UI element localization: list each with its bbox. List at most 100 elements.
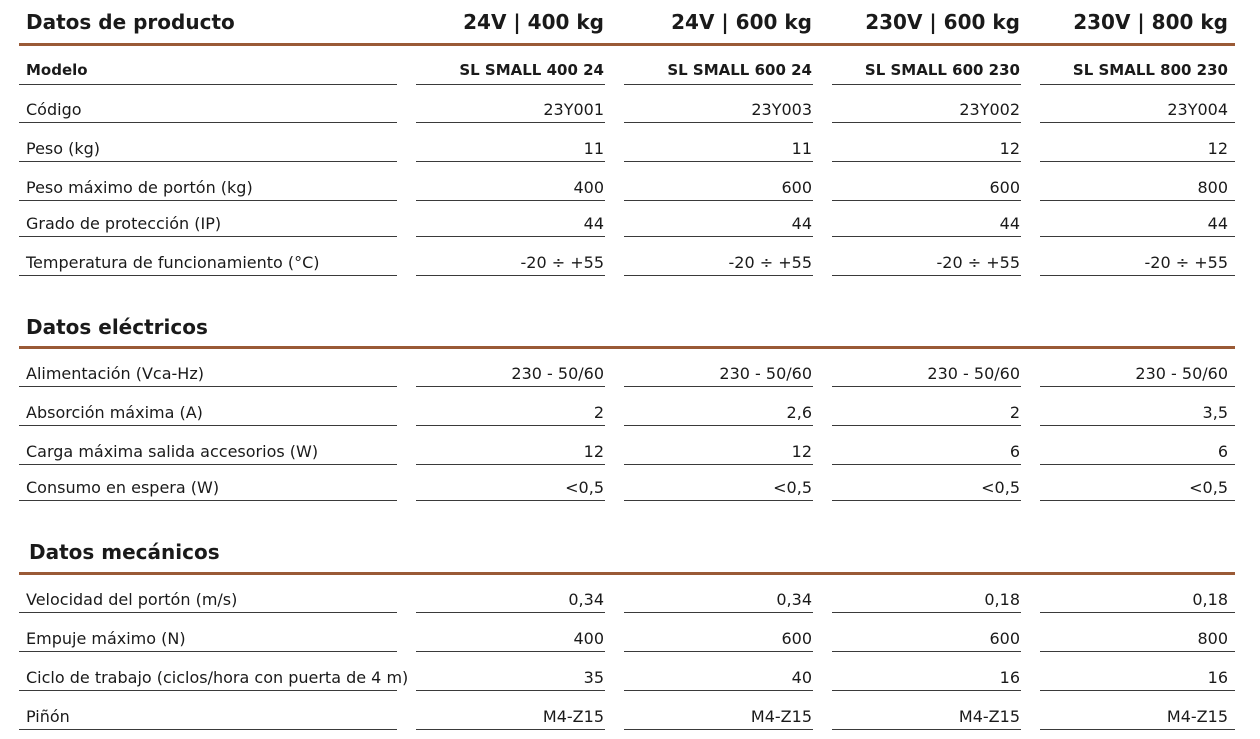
row-underline <box>624 464 813 465</box>
row-underline <box>624 84 813 85</box>
row-underline <box>416 236 605 237</box>
cell: 12 <box>791 442 812 461</box>
cell: 35 <box>583 668 604 687</box>
row-label: Velocidad del portón (m/s) <box>26 590 238 609</box>
cell: 600 <box>989 629 1020 648</box>
row-underline <box>624 500 813 501</box>
row-underline <box>19 464 397 465</box>
cell: 6 <box>1217 442 1228 461</box>
cell: SL SMALL 600 24 <box>667 61 812 79</box>
row-underline <box>624 386 813 387</box>
cell: 44 <box>583 214 604 233</box>
cell: <0,5 <box>773 478 812 497</box>
cell: 12 <box>999 139 1020 158</box>
cell: 23Y004 <box>1167 100 1228 119</box>
row-underline <box>416 200 605 201</box>
row-underline <box>416 386 605 387</box>
section-title-mechanical: Datos mecánicos <box>29 540 220 564</box>
cell: -20 ÷ +55 <box>1144 253 1228 272</box>
cell: 12 <box>1207 139 1228 158</box>
cell: 23Y002 <box>959 100 1020 119</box>
row-underline <box>832 122 1021 123</box>
cell: 400 <box>573 178 604 197</box>
row-underline <box>624 236 813 237</box>
cell: 2 <box>593 403 604 422</box>
row-underline <box>1040 386 1235 387</box>
cell: 23Y003 <box>751 100 812 119</box>
cell: 400 <box>573 629 604 648</box>
section-title-electrical: Datos eléctricos <box>26 315 208 339</box>
row-underline <box>1040 275 1235 276</box>
row-underline <box>416 729 605 730</box>
column-header-1: 24V | 400 kg <box>463 10 604 34</box>
row-underline <box>832 386 1021 387</box>
row-underline <box>1040 464 1235 465</box>
row-underline <box>832 500 1021 501</box>
row-underline <box>1040 236 1235 237</box>
row-underline <box>624 651 813 652</box>
row-underline <box>416 161 605 162</box>
row-label: Código <box>26 100 82 119</box>
row-underline <box>1040 729 1235 730</box>
row-label: Alimentación (Vca-Hz) <box>26 364 204 383</box>
row-underline <box>832 690 1021 691</box>
row-label: Consumo en espera (W) <box>26 478 220 497</box>
row-underline <box>1040 612 1235 613</box>
row-underline <box>19 651 397 652</box>
row-label: Empuje máximo (N) <box>26 629 186 648</box>
row-label-model: Modelo <box>26 61 88 79</box>
row-underline <box>19 122 397 123</box>
row-underline <box>832 729 1021 730</box>
row-underline <box>1040 690 1235 691</box>
row-underline <box>624 690 813 691</box>
row-underline <box>1040 500 1235 501</box>
row-underline <box>1040 122 1235 123</box>
cell: 0,34 <box>568 590 604 609</box>
cell: 230 - 50/60 <box>719 364 812 383</box>
row-underline <box>1040 84 1235 85</box>
column-header-3: 230V | 600 kg <box>865 10 1020 34</box>
column-header-4: 230V | 800 kg <box>1073 10 1228 34</box>
row-underline <box>416 275 605 276</box>
row-underline <box>624 612 813 613</box>
cell: 3,5 <box>1202 403 1228 422</box>
row-underline <box>624 275 813 276</box>
cell: 600 <box>781 629 812 648</box>
cell: -20 ÷ +55 <box>728 253 812 272</box>
row-underline <box>1040 161 1235 162</box>
row-underline <box>832 84 1021 85</box>
section-divider <box>19 43 1235 46</box>
row-label: Piñón <box>26 707 70 726</box>
cell: SL SMALL 600 230 <box>864 61 1020 79</box>
cell: 11 <box>583 139 604 158</box>
section-divider <box>19 346 1235 349</box>
row-underline <box>19 729 397 730</box>
row-label: Carga máxima salida accesorios (W) <box>26 442 319 461</box>
row-underline <box>416 690 605 691</box>
cell: SL SMALL 400 24 <box>459 61 604 79</box>
row-underline <box>19 236 397 237</box>
row-label: Ciclo de trabajo (ciclos/hora con puerta… <box>26 668 409 687</box>
row-underline <box>19 84 397 85</box>
row-underline <box>832 200 1021 201</box>
row-underline <box>416 612 605 613</box>
row-underline <box>19 612 397 613</box>
row-underline <box>19 161 397 162</box>
row-underline <box>624 729 813 730</box>
row-underline <box>416 651 605 652</box>
row-underline <box>832 161 1021 162</box>
row-underline <box>832 464 1021 465</box>
cell: 40 <box>791 668 812 687</box>
cell: M4-Z15 <box>958 707 1020 726</box>
row-underline <box>624 122 813 123</box>
cell: 2 <box>1009 403 1020 422</box>
cell: M4-Z15 <box>1166 707 1228 726</box>
cell: 16 <box>1207 668 1228 687</box>
cell: 6 <box>1009 442 1020 461</box>
cell: 600 <box>989 178 1020 197</box>
row-underline <box>832 275 1021 276</box>
row-underline <box>416 425 605 426</box>
row-underline <box>416 122 605 123</box>
cell: 11 <box>791 139 812 158</box>
row-underline <box>624 200 813 201</box>
